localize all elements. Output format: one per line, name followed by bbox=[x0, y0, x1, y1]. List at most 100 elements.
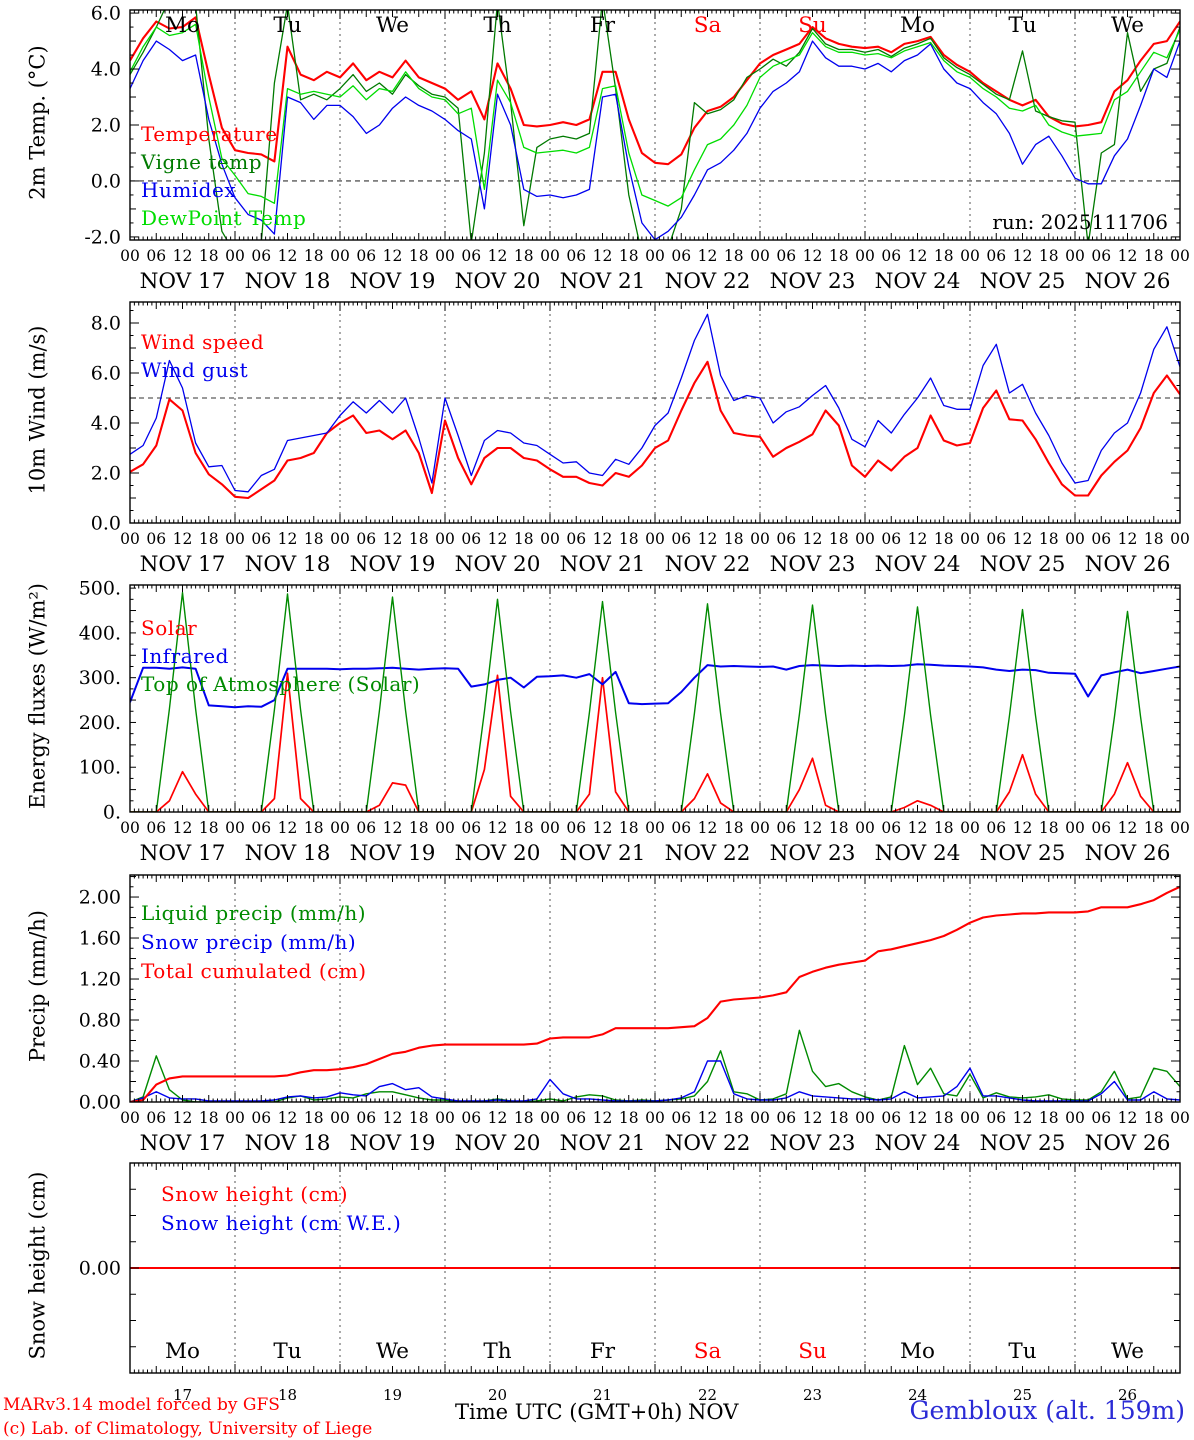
x-hour-label: 06 bbox=[1091, 1109, 1111, 1127]
x-hour-label: 12 bbox=[593, 247, 613, 265]
legend-snow-height-cm-: Snow height (cm) bbox=[161, 1182, 349, 1206]
x-date-label: NOV 17 bbox=[140, 1131, 226, 1156]
x-date-label: NOV 26 bbox=[1085, 269, 1171, 294]
x-date-label: NOV 24 bbox=[875, 552, 961, 577]
x-hour-label: 00 bbox=[750, 530, 770, 548]
panel-0: 6.04.02.00.0-2.000 06 12 18 00 06 12 18 00 06 12 18… bbox=[84, 3, 1190, 294]
legend-solar: Solar bbox=[141, 616, 198, 640]
day-name-label: Tu bbox=[273, 13, 301, 38]
x-hour-label: 06 bbox=[881, 1109, 901, 1127]
x-hour-label: 00 bbox=[435, 247, 455, 265]
x-date-label: NOV 18 bbox=[245, 1131, 331, 1156]
x-date-label: NOV 19 bbox=[350, 841, 436, 866]
x-hour-label: 18 bbox=[1144, 1109, 1164, 1127]
x-hour-label: 12 bbox=[698, 819, 718, 837]
x-hour-label: 00 bbox=[225, 1109, 245, 1127]
x-hour-label: 18 bbox=[304, 530, 324, 548]
series-infrared bbox=[130, 663, 1180, 709]
x-hour-label: 00 bbox=[645, 819, 665, 837]
x-hour-label: 12 bbox=[173, 1109, 193, 1127]
x-date-label: NOV 17 bbox=[140, 269, 226, 294]
x-hour-label: 00 bbox=[1170, 819, 1190, 837]
x-hour-label: 00 bbox=[1065, 530, 1085, 548]
x-hour-label: 00 bbox=[960, 530, 980, 548]
day-name-label: Su bbox=[798, 1339, 827, 1364]
x-hour-label: 12 bbox=[698, 1109, 718, 1127]
x-hour-label: 18 bbox=[199, 1109, 219, 1127]
x-hour-label: 00 bbox=[540, 819, 560, 837]
x-date-label: NOV 26 bbox=[1085, 1131, 1171, 1156]
x-hour-label: 06 bbox=[251, 1109, 271, 1127]
y-tick-label: 4.0 bbox=[91, 413, 121, 435]
x-hour-label: 18 bbox=[829, 530, 849, 548]
x-hour-label: 12 bbox=[1118, 247, 1138, 265]
y-tick-label: 1.60 bbox=[79, 928, 121, 950]
x-hour-label: 18 bbox=[304, 247, 324, 265]
x-hour-label: 12 bbox=[383, 1109, 403, 1127]
y-tick-label: 0.00 bbox=[79, 1258, 121, 1280]
x-hour-label: 00 bbox=[1170, 530, 1190, 548]
y-tick-label: 4.0 bbox=[91, 59, 121, 81]
x-hour-label: 00 bbox=[225, 530, 245, 548]
x-hour-label: 18 bbox=[514, 530, 534, 548]
day-name-label: Su bbox=[798, 13, 827, 38]
x-date-label: NOV 25 bbox=[980, 552, 1066, 577]
x-hour-label: 06 bbox=[1091, 819, 1111, 837]
day-name-label: Th bbox=[483, 1339, 511, 1364]
x-hour-label: 00 bbox=[330, 247, 350, 265]
series-vigne-temp bbox=[130, 10, 1180, 240]
series-dewpoint-temp bbox=[130, 23, 1180, 207]
x-hour-label: 00 bbox=[1170, 1109, 1190, 1127]
legend-snow-height-cm-w-e-: Snow height (cm W.E.) bbox=[161, 1211, 402, 1235]
x-date-label: NOV 17 bbox=[140, 552, 226, 577]
x-date-label: NOV 17 bbox=[140, 841, 226, 866]
x-hour-label: 18 bbox=[1144, 247, 1164, 265]
x-hour-label: 06 bbox=[251, 530, 271, 548]
day-number-label: 26 bbox=[1118, 1386, 1137, 1404]
credit-lab: (c) Lab. of Climatology, University of L… bbox=[3, 1419, 373, 1439]
x-hour-label: 12 bbox=[908, 1109, 928, 1127]
x-hour-label: 06 bbox=[461, 819, 481, 837]
x-hour-label: 06 bbox=[986, 819, 1006, 837]
x-hour-label: 12 bbox=[488, 247, 508, 265]
x-hour-label: 06 bbox=[881, 530, 901, 548]
x-hour-label: 06 bbox=[671, 1109, 691, 1127]
x-hour-label: 00 bbox=[225, 819, 245, 837]
x-hour-label: 18 bbox=[514, 819, 534, 837]
x-hour-label: 06 bbox=[146, 530, 166, 548]
x-hour-label: 18 bbox=[1144, 819, 1164, 837]
day-name-label: Fr bbox=[590, 13, 616, 38]
x-hour-label: 18 bbox=[1039, 819, 1059, 837]
x-hour-label: 12 bbox=[173, 819, 193, 837]
day-name-label: Mo bbox=[900, 1339, 935, 1364]
day-number-label: 18 bbox=[278, 1386, 297, 1404]
day-number-label: 22 bbox=[698, 1386, 717, 1404]
x-hour-label: 12 bbox=[908, 530, 928, 548]
series-top-of-atmosphere-solar- bbox=[130, 591, 1180, 812]
y-tick-label: 0.80 bbox=[79, 1010, 121, 1032]
legend-vigne-temp: Vigne temp bbox=[141, 150, 263, 174]
x-hour-label: 12 bbox=[383, 247, 403, 265]
x-hour-label: 12 bbox=[173, 247, 193, 265]
day-name-label: We bbox=[376, 1339, 409, 1364]
credit-model: MARv3.14 model forced by GFS bbox=[3, 1395, 280, 1415]
day-name-label: Tu bbox=[1008, 1339, 1036, 1364]
x-hour-label: 18 bbox=[1039, 1109, 1059, 1127]
y-tick-label: 1.20 bbox=[79, 969, 121, 991]
x-hour-label: 12 bbox=[383, 819, 403, 837]
x-hour-label: 18 bbox=[934, 530, 954, 548]
x-hour-label: 12 bbox=[1013, 530, 1033, 548]
x-hour-label: 18 bbox=[829, 1109, 849, 1127]
x-hour-label: 12 bbox=[1013, 1109, 1033, 1127]
legend-dewpoint-temp: DewPoint Temp bbox=[141, 206, 307, 230]
x-hour-label: 06 bbox=[881, 819, 901, 837]
x-hour-label: 12 bbox=[803, 530, 823, 548]
x-hour-label: 18 bbox=[724, 819, 744, 837]
y-tick-label: 100. bbox=[79, 757, 121, 779]
x-hour-label: 00 bbox=[120, 1109, 140, 1127]
x-date-label: NOV 23 bbox=[770, 552, 856, 577]
y-tick-label: 2.00 bbox=[79, 887, 121, 909]
day-number-label: 19 bbox=[383, 1386, 402, 1404]
x-hour-label: 00 bbox=[1065, 819, 1085, 837]
x-hour-label: 00 bbox=[330, 819, 350, 837]
